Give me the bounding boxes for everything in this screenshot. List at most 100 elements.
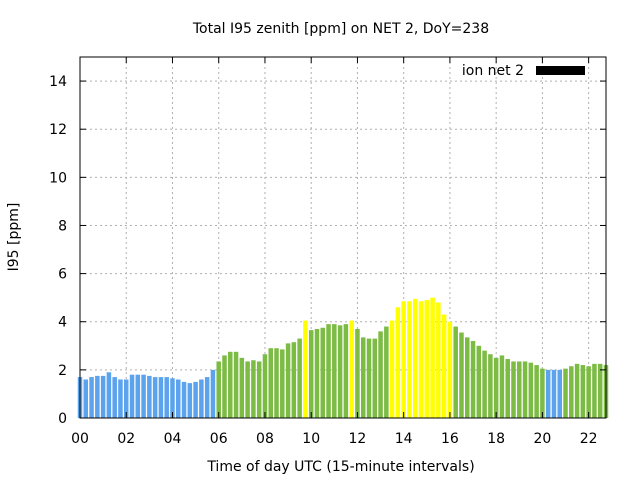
y-tick-label: 0	[58, 411, 67, 427]
legend: ion net 2	[462, 63, 585, 79]
bar	[193, 381, 198, 418]
bar	[141, 374, 146, 418]
bar	[210, 369, 216, 418]
bar	[268, 348, 273, 418]
bar	[418, 301, 424, 418]
legend-swatch	[536, 66, 585, 75]
bar	[158, 377, 164, 418]
bar	[540, 368, 545, 418]
bar	[407, 301, 412, 418]
x-tick-label: 14	[395, 431, 413, 447]
bar	[459, 332, 464, 418]
bar	[493, 357, 499, 418]
bar	[147, 375, 152, 418]
bar	[280, 349, 285, 418]
bar	[488, 354, 493, 418]
bar	[412, 298, 418, 418]
bar	[314, 328, 320, 418]
bar	[297, 338, 302, 418]
bar	[586, 366, 591, 418]
bar	[551, 369, 557, 418]
bar	[592, 363, 597, 418]
bar	[401, 301, 406, 418]
bar	[123, 379, 129, 418]
bar	[199, 379, 204, 418]
bar	[100, 375, 106, 418]
x-axis-label: Time of day UTC (15-minute intervals)	[206, 459, 474, 475]
bar	[291, 342, 297, 418]
bar	[476, 345, 482, 418]
y-tick-label: 4	[58, 315, 67, 331]
bar	[482, 350, 487, 418]
bar	[129, 374, 135, 418]
x-tick-label: 04	[164, 431, 182, 447]
bar	[557, 369, 562, 418]
plot-frame	[79, 56, 607, 419]
x-tick-label: 20	[533, 431, 551, 447]
bar	[285, 343, 291, 418]
bar	[303, 320, 308, 418]
bar	[222, 355, 227, 418]
bar	[332, 324, 337, 418]
bar	[106, 372, 112, 418]
bar	[239, 357, 245, 418]
x-tick-label: 10	[302, 431, 320, 447]
bar	[164, 377, 169, 418]
bar	[597, 363, 603, 418]
bar	[545, 369, 551, 418]
bar	[83, 379, 89, 418]
bar	[176, 379, 181, 418]
bar	[228, 351, 233, 418]
bar	[152, 377, 158, 418]
bar	[465, 337, 470, 418]
bar	[233, 351, 239, 418]
bar	[580, 365, 586, 418]
bar	[360, 337, 366, 418]
x-tick-label: 12	[349, 431, 367, 447]
bar	[256, 361, 262, 418]
bar	[274, 348, 279, 418]
bar	[366, 338, 372, 418]
y-tick-label: 8	[58, 218, 67, 234]
bar	[320, 327, 326, 418]
bar	[522, 361, 528, 418]
bar	[534, 365, 539, 418]
bar	[441, 314, 447, 418]
bar	[187, 383, 193, 418]
x-tick-label: 06	[210, 431, 228, 447]
bar	[204, 377, 210, 418]
y-axis-label: I95 [ppm]	[6, 203, 22, 272]
y-tick-label: 10	[49, 170, 67, 186]
bar	[511, 361, 516, 418]
bar	[181, 381, 187, 418]
bar	[378, 331, 383, 418]
bar	[308, 330, 314, 418]
bar	[528, 362, 534, 418]
x-tick-label: 18	[487, 431, 505, 447]
bar	[505, 359, 510, 418]
bar	[430, 297, 435, 418]
bar	[349, 320, 354, 418]
x-tick-label: 16	[441, 431, 459, 447]
bar	[436, 302, 441, 418]
bar	[574, 363, 580, 418]
bar	[216, 361, 221, 418]
bars	[77, 297, 609, 418]
bar	[170, 378, 175, 418]
bar	[517, 361, 522, 418]
x-tick-label: 08	[256, 431, 274, 447]
y-tick-label: 12	[49, 122, 67, 138]
legend-label: ion net 2	[462, 63, 524, 79]
bar	[355, 328, 360, 418]
bar	[118, 379, 123, 418]
bar	[135, 374, 141, 418]
bar	[424, 300, 430, 418]
grid-lines	[80, 57, 606, 418]
chart-title: Total I95 zenith [ppm] on NET 2, DoY=238	[192, 21, 489, 37]
bar	[343, 324, 349, 418]
y-tick-label: 14	[49, 74, 67, 90]
bar	[384, 326, 389, 418]
bar	[499, 355, 505, 418]
bar	[447, 321, 453, 418]
